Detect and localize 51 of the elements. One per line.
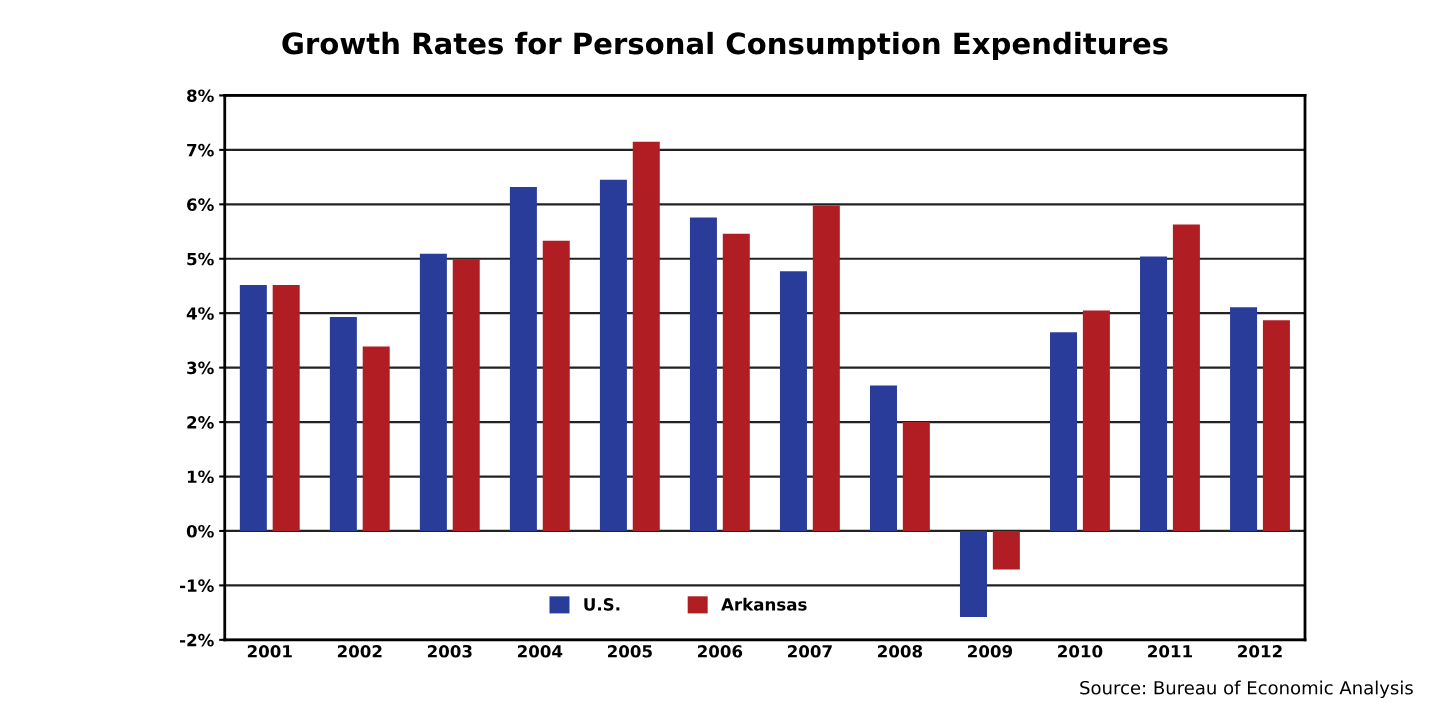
y-tick-label: 4% — [186, 307, 214, 320]
bar — [329, 317, 357, 531]
x-tick-label: 2008 — [878, 644, 923, 658]
bar — [272, 284, 300, 531]
y-tick-label: 0% — [186, 524, 214, 538]
bar — [599, 179, 627, 531]
y-tick-label: 6% — [187, 198, 214, 211]
y-tick-label: -2% — [180, 633, 214, 647]
bar — [509, 186, 537, 531]
x-tick-label: 2012 — [1238, 644, 1282, 658]
x-tick-label: 2003 — [427, 644, 472, 658]
x-tick-label: 2006 — [697, 644, 743, 658]
x-tick-label: 2009 — [968, 644, 1013, 658]
bar — [419, 253, 447, 531]
bar — [869, 385, 897, 531]
bar — [960, 530, 987, 617]
bar — [1230, 307, 1258, 531]
bar — [362, 346, 390, 531]
bar — [632, 141, 660, 531]
bar — [992, 530, 1020, 570]
x-tick-label: 2002 — [337, 644, 382, 658]
bar — [452, 259, 480, 531]
y-tick-label: 7% — [187, 143, 214, 157]
bar — [1050, 332, 1078, 531]
legend-label: U.S. — [584, 598, 620, 611]
x-tick-label: 2007 — [788, 644, 832, 658]
bar — [689, 217, 717, 531]
source-note: Source: Bureau of Economic Analysis — [1080, 680, 1413, 699]
legend-label: Arkansas — [721, 597, 807, 611]
y-tick-label: -1% — [180, 579, 214, 592]
x-tick-label: 2004 — [517, 644, 563, 658]
bar — [1172, 224, 1200, 531]
chart-title: Growth Rates for Personal Consumption Expenditures — [282, 31, 1168, 61]
bar — [812, 205, 840, 531]
bar — [779, 271, 807, 531]
y-tick-label: 2% — [187, 416, 214, 429]
x-tick-label: 2005 — [607, 644, 652, 658]
bar — [902, 422, 930, 531]
y-tick-label: 8% — [187, 89, 214, 103]
bar — [1140, 256, 1168, 531]
bar — [239, 284, 267, 531]
x-tick-label: 2011 — [1148, 644, 1193, 658]
bar — [1082, 310, 1110, 531]
y-tick-label: 5% — [187, 252, 214, 266]
bar — [542, 240, 570, 531]
x-tick-label: 2001 — [247, 644, 292, 658]
bar — [722, 233, 750, 531]
y-tick-label: 1% — [187, 470, 214, 484]
y-tick-label: 3% — [187, 361, 214, 375]
x-tick-label: 2010 — [1058, 644, 1103, 658]
bar — [1262, 320, 1290, 531]
